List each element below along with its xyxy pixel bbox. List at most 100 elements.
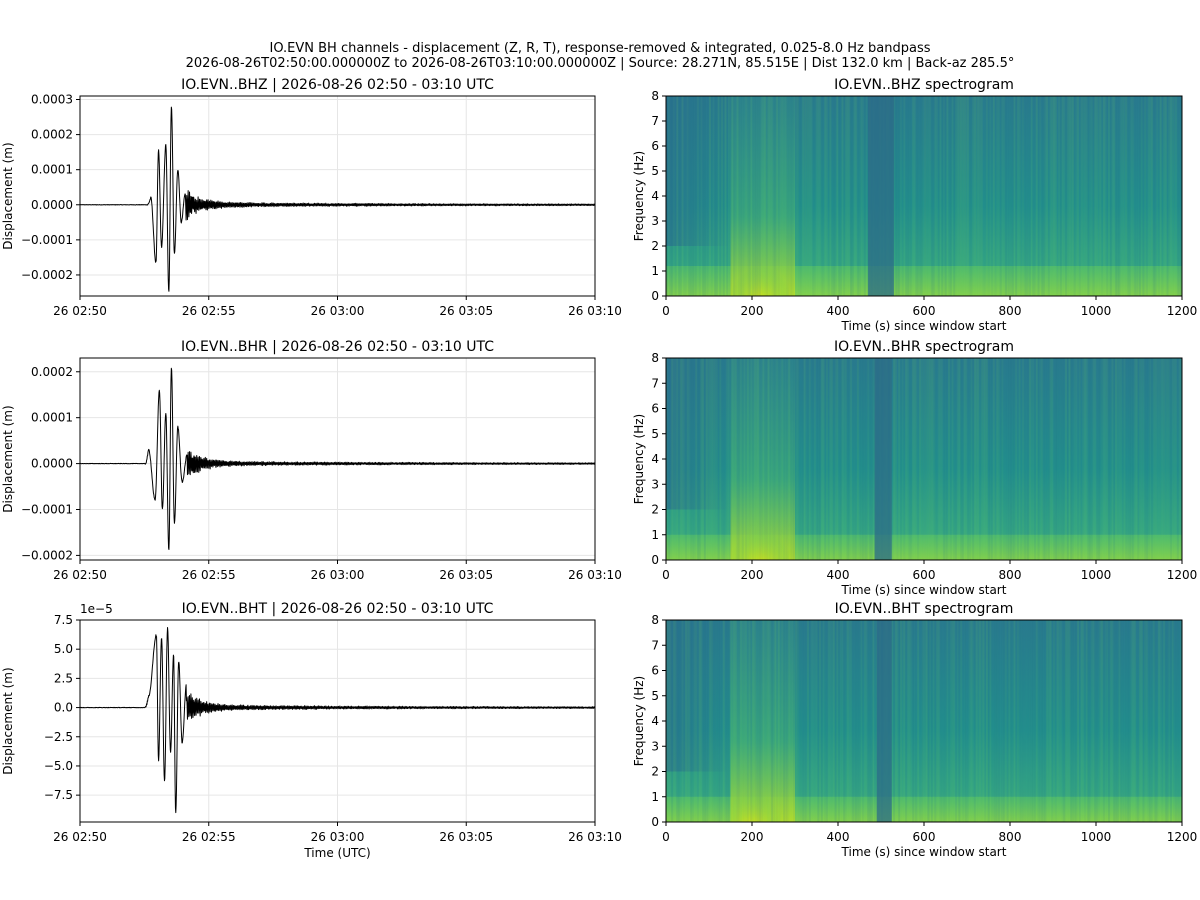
spectrogram-column bbox=[719, 358, 722, 560]
spectrogram-column bbox=[727, 96, 730, 296]
spectrogram-column bbox=[970, 358, 973, 560]
spectrogram-column bbox=[1106, 358, 1109, 560]
spectrogram-column bbox=[870, 358, 873, 560]
spectrogram-column bbox=[918, 358, 921, 560]
spectrogram-column bbox=[1108, 358, 1111, 560]
spectrogram-column bbox=[1075, 620, 1078, 822]
spectrogram-column bbox=[977, 358, 980, 560]
spectrogram-column bbox=[795, 96, 798, 296]
panel-title: IO.EVN..BHZ | 2026-08-26 02:50 - 03:10 U… bbox=[181, 77, 494, 93]
spectrogram-column bbox=[987, 620, 990, 822]
spectrogram-column bbox=[1075, 96, 1078, 296]
spectrogram-column bbox=[774, 358, 777, 560]
spectrogram-column bbox=[782, 358, 785, 560]
spectrogram-column bbox=[696, 358, 699, 560]
spectrogram-column bbox=[1018, 620, 1021, 822]
spectrogram-column bbox=[1066, 96, 1069, 296]
spectrogram-column bbox=[734, 620, 737, 822]
spectrogram-column bbox=[1180, 96, 1182, 296]
spectrogram-column bbox=[839, 620, 842, 822]
spectrogram-column bbox=[984, 358, 987, 560]
spectrogram-column bbox=[1006, 620, 1009, 822]
spectrogram-column bbox=[948, 358, 951, 560]
spectrogram-column bbox=[972, 358, 975, 560]
spectrogram-column bbox=[1133, 358, 1136, 560]
spectrogram-column bbox=[1120, 96, 1123, 296]
spectrogram-column bbox=[795, 620, 798, 822]
spectrogram-column bbox=[776, 620, 779, 822]
spectrogram-column bbox=[700, 96, 703, 296]
spectrogram-column bbox=[1096, 358, 1099, 560]
spectrogram-column bbox=[1034, 358, 1037, 560]
spectrogram-column bbox=[1003, 96, 1006, 296]
spectrogram-column bbox=[829, 620, 832, 822]
spectrogram-column bbox=[1028, 620, 1031, 822]
spectrogram-column bbox=[1142, 96, 1145, 296]
spectrogram-column bbox=[844, 620, 847, 822]
spectrogram-column bbox=[805, 96, 808, 296]
spectrogram-column bbox=[851, 358, 854, 560]
spectrogram-column bbox=[1137, 96, 1140, 296]
spectrogram-column bbox=[917, 620, 920, 822]
spectrogram-column bbox=[867, 620, 870, 822]
spectrogram-column bbox=[1152, 358, 1155, 560]
spectrogram-column bbox=[1011, 96, 1014, 296]
y-tick-label: 0 bbox=[651, 289, 659, 303]
spectrogram-column bbox=[1058, 358, 1061, 560]
spectrogram-column bbox=[729, 620, 732, 822]
spectrogram-column bbox=[992, 358, 995, 560]
spectrogram-column bbox=[757, 96, 760, 296]
spectrogram-column bbox=[850, 620, 853, 822]
spectrogram-column bbox=[760, 96, 763, 296]
spectrogram-column bbox=[808, 96, 811, 296]
x-tick-label: 26 03:05 bbox=[439, 568, 493, 582]
spectrogram-column bbox=[1173, 358, 1176, 560]
spectrogram-column bbox=[801, 96, 804, 296]
x-tick-label: 26 03:10 bbox=[568, 304, 622, 318]
spectrogram-column bbox=[1092, 620, 1095, 822]
x-tick-label: 26 02:50 bbox=[53, 830, 107, 844]
spectrogram-column bbox=[746, 620, 749, 822]
spectrogram-column bbox=[894, 96, 897, 296]
spectrogram-column bbox=[893, 620, 896, 822]
spectrogram-column bbox=[1156, 96, 1159, 296]
spectrogram-column bbox=[709, 620, 712, 822]
spectrogram-column bbox=[1180, 358, 1182, 560]
spectrogram-column bbox=[739, 358, 742, 560]
spectrogram-column bbox=[860, 96, 863, 296]
spectrogram-column bbox=[906, 620, 909, 822]
spectrogram-column bbox=[901, 96, 904, 296]
spectrogram-column bbox=[1044, 96, 1047, 296]
spectrogram-column bbox=[1145, 358, 1148, 560]
spectrogram-column bbox=[1099, 620, 1102, 822]
spectrogram-column bbox=[1085, 620, 1088, 822]
spectrogram-column bbox=[1161, 358, 1164, 560]
figure-suptitle-line1: IO.EVN BH channels - displacement (Z, R,… bbox=[270, 41, 931, 56]
y-axis-label: Displacement (m) bbox=[1, 405, 15, 512]
y-tick-label: 8 bbox=[651, 89, 659, 103]
spectrogram-column bbox=[939, 620, 942, 822]
spectrogram-column bbox=[1104, 620, 1107, 822]
spectrogram-column bbox=[1068, 620, 1071, 822]
x-tick-label: 600 bbox=[913, 830, 936, 844]
spectrogram-column bbox=[724, 620, 727, 822]
spectrogram-column bbox=[1082, 620, 1085, 822]
spectrogram-column bbox=[1126, 358, 1129, 560]
y-tick-label: 8 bbox=[651, 351, 659, 365]
x-tick-label: 26 02:55 bbox=[182, 830, 236, 844]
spectrogram-column bbox=[770, 358, 773, 560]
spectrogram-column bbox=[954, 620, 957, 822]
spectrogram-column bbox=[796, 96, 799, 296]
spectrogram-column bbox=[1046, 358, 1049, 560]
spectrogram-column bbox=[1008, 620, 1011, 822]
spectrogram-column bbox=[784, 358, 787, 560]
spectrogram-column bbox=[1077, 358, 1080, 560]
spectrogram-column bbox=[946, 358, 949, 560]
spectrogram-column bbox=[908, 620, 911, 822]
x-axis-label: Time (s) since window start bbox=[841, 583, 1007, 597]
spectrogram-column bbox=[1149, 96, 1152, 296]
spectrogram-column bbox=[841, 358, 844, 560]
spectrogram-column bbox=[750, 96, 753, 296]
panel-title: IO.EVN..BHR spectrogram bbox=[834, 339, 1014, 355]
spectrogram-column bbox=[853, 358, 856, 560]
